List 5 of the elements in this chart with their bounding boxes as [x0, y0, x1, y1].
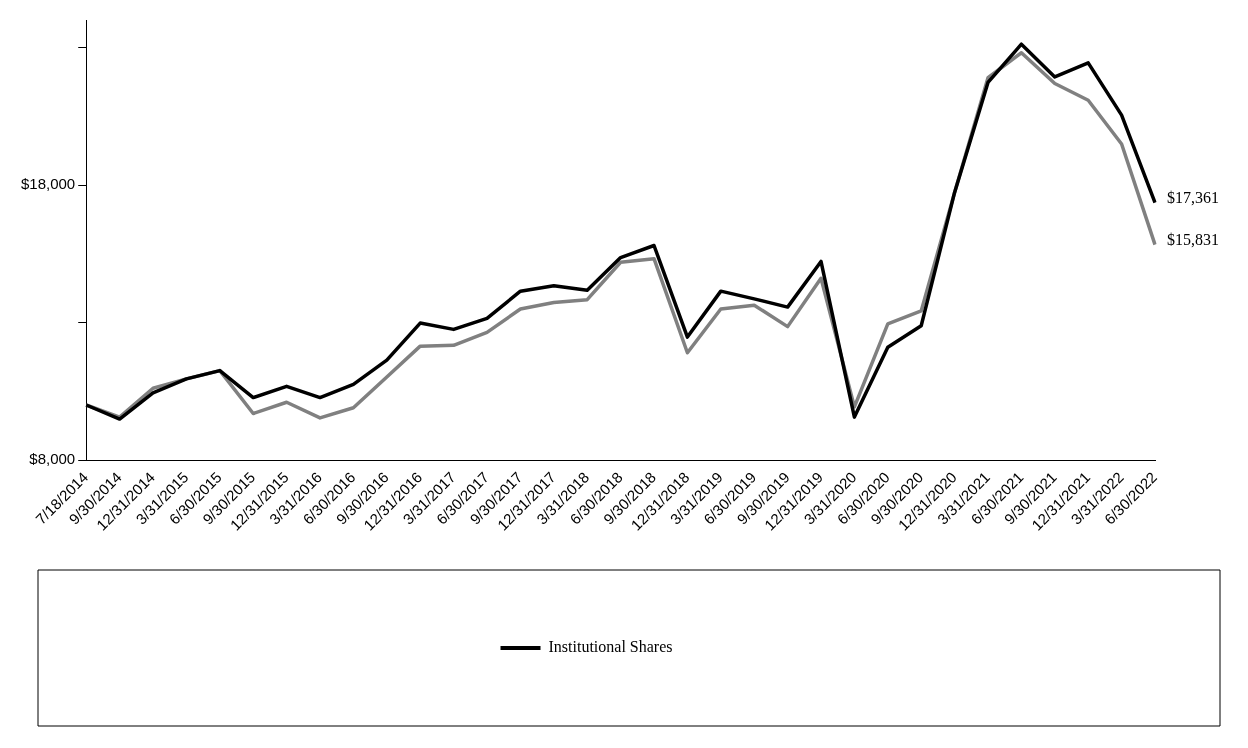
data-label: $17,361	[1167, 188, 1219, 206]
legend-label: Institutional Shares	[548, 638, 673, 656]
data-label: $15,831	[1167, 230, 1219, 248]
y-tick-label: $8,000	[29, 450, 76, 468]
y-tick-label: $18,000	[20, 175, 76, 193]
